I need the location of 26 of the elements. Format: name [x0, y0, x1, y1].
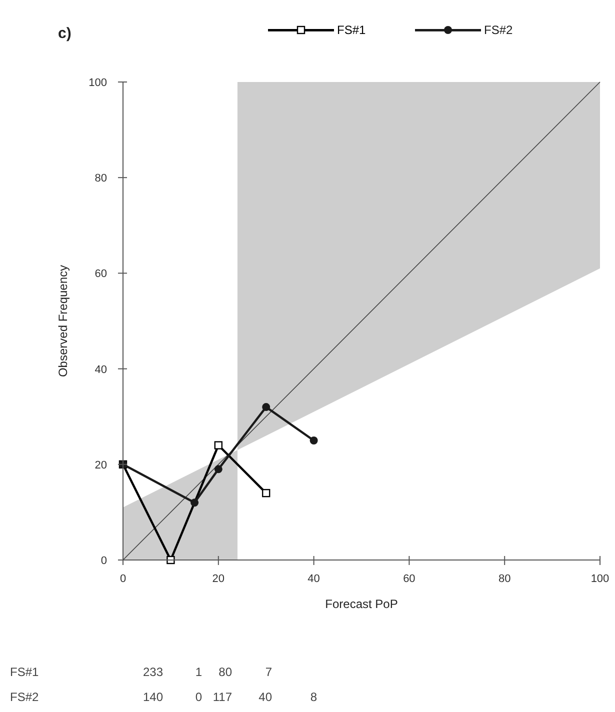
- x-tick-label: 100: [590, 573, 610, 585]
- x-axis-title: Forecast PoP: [325, 597, 398, 611]
- text: FS#2 140 0 117 40 8: [10, 690, 317, 704]
- x-tick-label: 40: [308, 573, 320, 585]
- y-tick-label: 20: [94, 459, 107, 472]
- x-tick-label: 80: [498, 573, 511, 585]
- point: [190, 498, 199, 507]
- y-axis-title: Observed Frequency: [56, 264, 70, 378]
- y-tick-label: 40: [94, 364, 107, 376]
- x-tick-label: 20: [212, 573, 225, 585]
- y-tick-label: 0: [100, 555, 107, 567]
- x-tick-label: 0: [120, 573, 126, 585]
- y-tick-label: 60: [94, 268, 107, 280]
- point: [310, 436, 318, 444]
- text: FS#2: [484, 23, 514, 37]
- point: [262, 488, 270, 498]
- point: [166, 556, 175, 564]
- y-tick-label: 100: [88, 77, 107, 89]
- x-tick-label: 60: [403, 573, 416, 585]
- text: FS#1: [337, 23, 366, 37]
- point: [214, 441, 222, 450]
- chart-title: c): [58, 25, 72, 42]
- text: FS#1 233 1 80 7: [10, 665, 272, 679]
- y-tick-label: 80: [94, 172, 107, 185]
- point: [262, 403, 270, 412]
- point: [214, 465, 222, 474]
